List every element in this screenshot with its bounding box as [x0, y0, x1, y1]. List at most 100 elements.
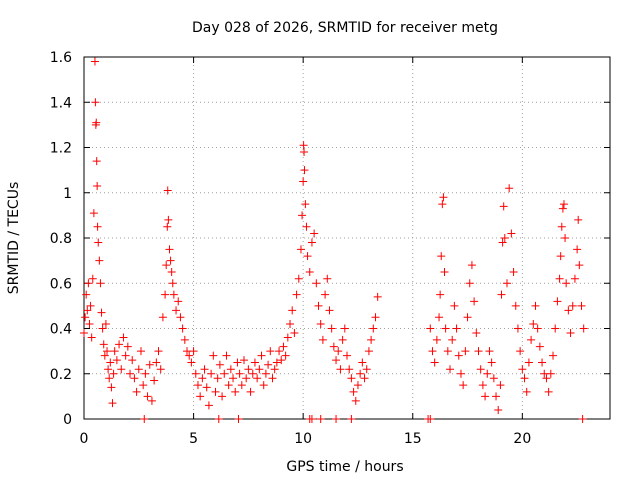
data-point [578, 415, 587, 423]
data-point [234, 415, 243, 423]
data-point [564, 306, 573, 315]
chart-title: Day 028 of 2026, SRMTID for receiver met… [192, 20, 498, 36]
data-point [235, 369, 244, 378]
data-point [185, 351, 194, 360]
data-point [204, 401, 213, 410]
data-point [107, 383, 116, 392]
data-point [371, 313, 380, 322]
data-point [140, 415, 149, 423]
data-point [463, 313, 472, 322]
data-point [299, 141, 308, 150]
data-point [143, 392, 152, 401]
data-point [257, 351, 266, 360]
y-tick-label: 0.2 [50, 367, 72, 383]
data-point [108, 399, 117, 408]
data-point [209, 351, 218, 360]
data-point [198, 374, 207, 383]
data-point [524, 358, 533, 367]
data-point [163, 186, 172, 195]
data-point [180, 335, 189, 344]
data-point [461, 347, 470, 356]
data-point [511, 301, 520, 310]
data-point [345, 365, 354, 374]
data-point [349, 387, 358, 396]
data-point [272, 358, 281, 367]
data-point [214, 415, 223, 423]
data-point [498, 238, 507, 247]
data-point [117, 365, 126, 374]
data-point [307, 238, 316, 247]
data-point [115, 340, 124, 349]
data-point [156, 365, 165, 374]
data-point [470, 297, 479, 306]
data-point [237, 381, 246, 390]
data-point [314, 301, 323, 310]
data-point [286, 319, 295, 328]
data-point [334, 347, 343, 356]
x-tick-label: 5 [189, 431, 198, 447]
y-tick-label: 0.4 [50, 322, 72, 338]
y-tick-label: 1.2 [50, 141, 72, 157]
data-point [494, 405, 503, 414]
data-point [279, 342, 288, 351]
data-point [119, 333, 128, 342]
x-tick-label: 0 [80, 431, 89, 447]
data-point [542, 374, 551, 383]
data-point [100, 351, 109, 360]
data-point [121, 351, 130, 360]
data-point [440, 267, 449, 276]
data-point [321, 290, 330, 299]
data-point [85, 319, 94, 328]
data-point [253, 374, 262, 383]
data-point [579, 324, 588, 333]
data-point [178, 324, 187, 333]
y-tick-label: 0.8 [50, 231, 72, 247]
data-point [438, 200, 447, 209]
data-point [575, 261, 584, 270]
data-point [290, 329, 299, 338]
data-point [207, 369, 216, 378]
data-point [456, 369, 465, 378]
data-point [353, 381, 362, 390]
data-point [316, 319, 325, 328]
data-point [481, 392, 490, 401]
data-point [275, 347, 284, 356]
data-point [568, 301, 577, 310]
data-point [187, 358, 196, 367]
data-point [95, 256, 104, 265]
data-point [83, 306, 92, 315]
data-point [544, 387, 553, 396]
y-tick-label: 0 [63, 412, 72, 428]
data-point [316, 415, 325, 423]
data-point [233, 358, 242, 367]
data-point [577, 301, 586, 310]
data-point [549, 351, 558, 360]
data-point [439, 193, 448, 202]
data-point [288, 306, 297, 315]
data-point [165, 245, 174, 254]
data-point [161, 290, 170, 299]
data-point [213, 374, 222, 383]
data-point [264, 360, 273, 369]
data-point [318, 335, 327, 344]
data-point [448, 335, 457, 344]
data-point [112, 356, 121, 365]
data-point [224, 381, 233, 390]
data-point [509, 267, 518, 276]
data-point [562, 279, 571, 288]
data-point [336, 365, 345, 374]
data-point [110, 347, 119, 356]
data-point [174, 297, 183, 306]
data-point [296, 245, 305, 254]
data-point [340, 324, 349, 333]
data-point [533, 324, 542, 333]
data-point [300, 148, 309, 157]
data-point [472, 329, 481, 338]
data-point [489, 374, 498, 383]
data-point [98, 324, 107, 333]
data-point [89, 209, 98, 218]
data-point [136, 347, 145, 356]
y-tick-label: 1.4 [50, 95, 72, 111]
data-point [169, 290, 178, 299]
data-point [242, 374, 251, 383]
